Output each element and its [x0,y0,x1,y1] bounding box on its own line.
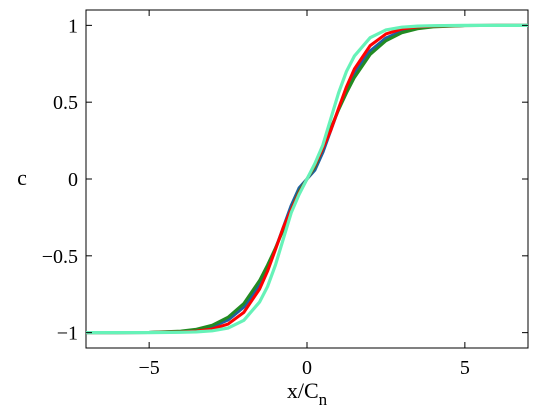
x-axis-label-main: x/C [287,378,319,403]
series-line-4 [86,23,528,335]
y-tick-label: −0.5 [42,246,78,268]
y-tick-label: −1 [57,323,78,345]
y-axis-label: c [17,165,27,190]
x-axis-label-subscript: n [319,390,328,409]
series-layer [86,23,528,335]
x-axis-label: x/Cn [287,378,328,409]
ticks-layer: −5 0 5 −1 −0.5 0 0.5 1 [42,10,528,379]
y-tick-label: 0.5 [53,92,78,114]
y-tick-label: 1 [68,15,78,37]
x-tick-label: 5 [460,357,470,379]
y-tick-label: 0 [68,169,78,191]
x-tick-label: −5 [139,357,160,379]
x-tick-label: 0 [302,357,312,379]
